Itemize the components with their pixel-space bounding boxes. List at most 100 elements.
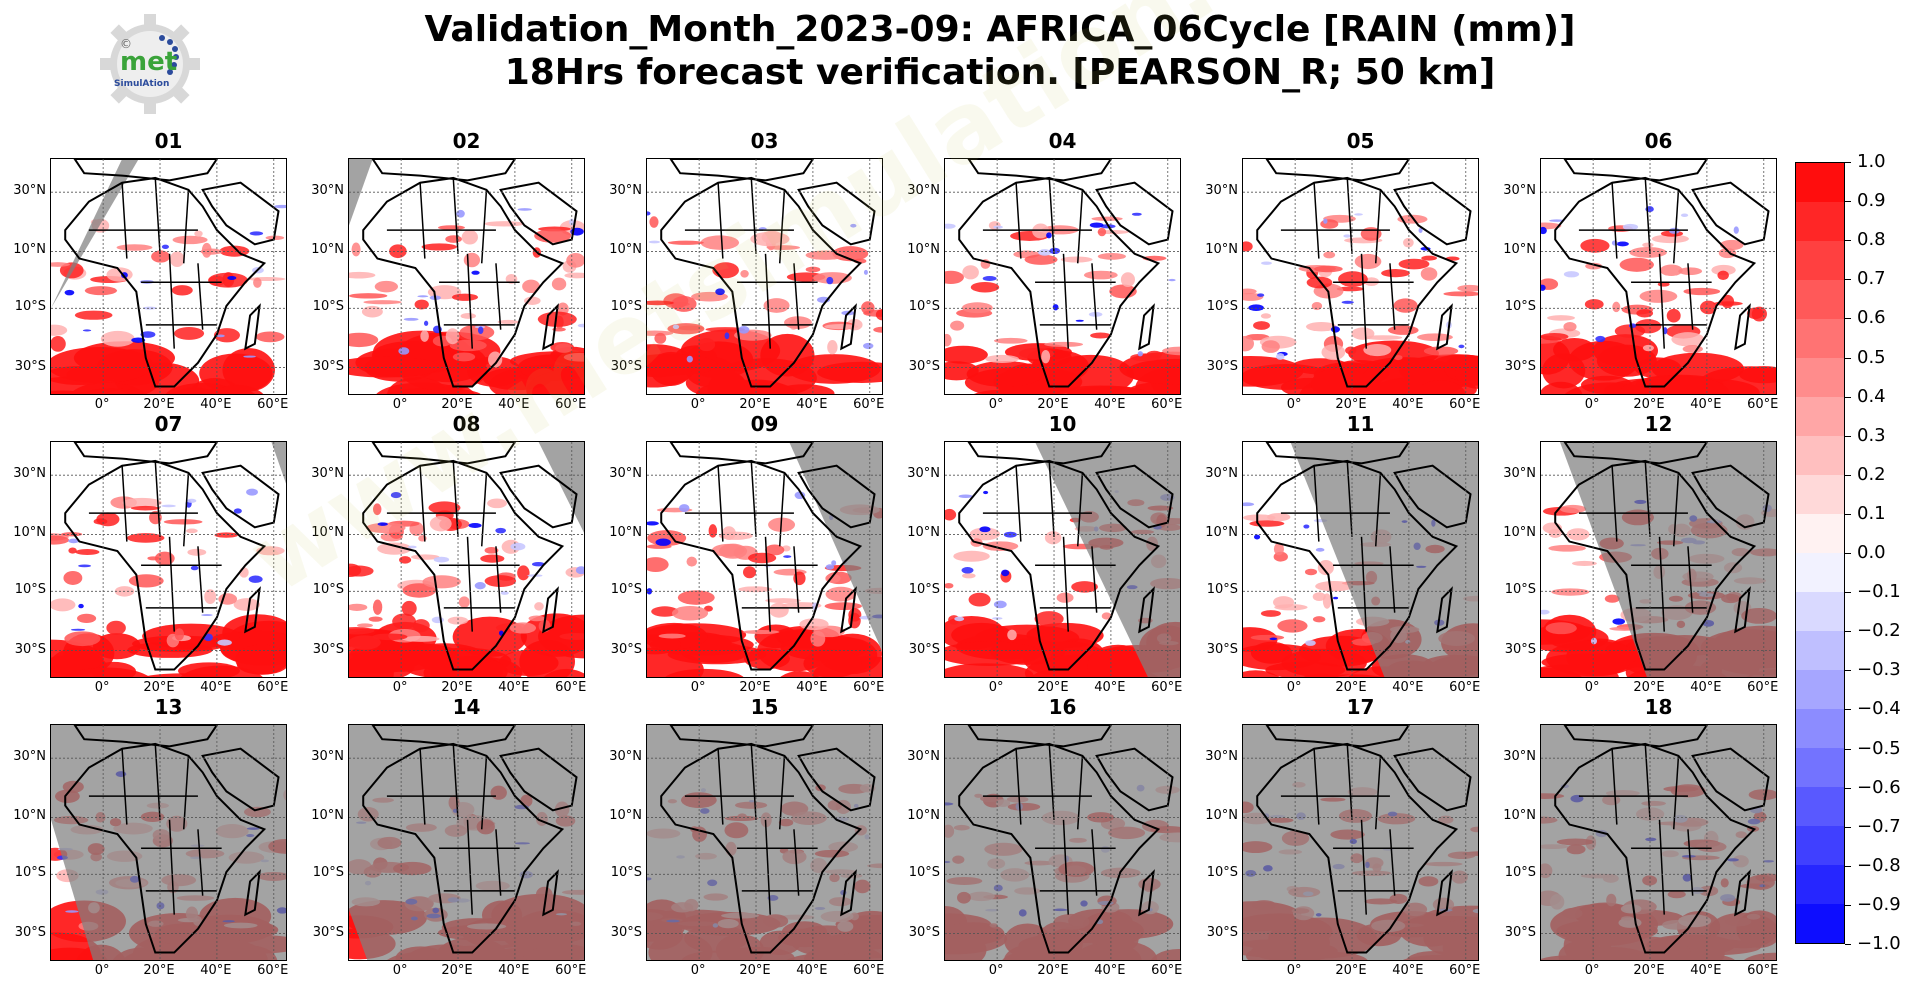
- correlation-patch: [1277, 619, 1308, 633]
- correlation-patch: [1243, 670, 1280, 677]
- correlation-patch: [1097, 252, 1127, 260]
- correlation-patch: [1403, 237, 1414, 248]
- colorbar-tick-mark: [1845, 201, 1851, 203]
- correlation-patch: [686, 355, 693, 363]
- longitude-tick-label: 40°E: [796, 963, 828, 978]
- longitude-tick-label: 20°E: [441, 680, 473, 695]
- correlation-patch: [1267, 512, 1291, 522]
- colorbar-tick-mark: [1845, 553, 1851, 554]
- latitude-tick-label: 10°N: [609, 525, 642, 541]
- arabia-coastline: [1393, 747, 1472, 812]
- correlation-patch: [78, 603, 84, 609]
- correlation-patch: [945, 663, 1034, 677]
- europe-coastline: [73, 725, 219, 748]
- latitude-tick-label: 10°S: [908, 582, 940, 598]
- colorbar-segment: [1796, 553, 1844, 593]
- arabia-coastline: [1095, 464, 1174, 529]
- correlation-patch: [566, 252, 584, 268]
- correlation-patch: [786, 354, 881, 384]
- correlation-patch: [246, 488, 258, 496]
- correlation-patch: [982, 276, 997, 282]
- country-border: [793, 829, 800, 896]
- country-border: [495, 546, 502, 613]
- correlation-patch: [988, 221, 1001, 230]
- africa-coastline: [660, 742, 863, 954]
- correlation-patch: [509, 622, 537, 634]
- europe-coastline: [967, 725, 1113, 748]
- map-canvas: [1541, 442, 1776, 677]
- colorbar-tick-mark: [1845, 826, 1851, 828]
- correlation-patch: [1243, 514, 1276, 522]
- country-border: [452, 177, 459, 254]
- madagascar-coastline: [1138, 869, 1155, 917]
- correlation-patch: [116, 244, 153, 251]
- colorbar-segment: [1796, 709, 1844, 749]
- forecast-map-panel: [646, 724, 883, 961]
- country-border: [1658, 253, 1665, 349]
- colorbar-tick-mark: [1845, 318, 1851, 320]
- country-border: [1091, 263, 1098, 330]
- correlation-patch: [667, 240, 704, 245]
- correlation-patch: [1317, 560, 1334, 576]
- correlation-patch: [950, 320, 965, 331]
- longitude-tick-label: 0°: [94, 963, 110, 978]
- correlation-patch: [827, 340, 838, 355]
- correlation-patch: [1091, 216, 1123, 221]
- colorbar-tick-label: −0.7: [1857, 815, 1901, 837]
- correlation-patch: [186, 528, 198, 534]
- correlation-patch: [51, 347, 154, 384]
- correlation-patch: [1275, 353, 1285, 360]
- correlation-patch: [765, 598, 801, 604]
- correlation-patch: [1311, 301, 1323, 311]
- forecast-map-panel: [1242, 724, 1479, 961]
- latitude-tick-label: 30°N: [907, 466, 940, 482]
- correlation-patch: [484, 575, 517, 587]
- correlation-patch: [665, 668, 744, 677]
- colorbar-tick-label: −1.0: [1857, 933, 1901, 954]
- correlation-patch: [1458, 344, 1465, 349]
- correlation-patch: [1273, 542, 1285, 556]
- correlation-patch: [738, 586, 773, 593]
- correlation-patch: [131, 337, 146, 343]
- correlation-patch: [803, 649, 862, 677]
- colorbar-tick-mark: [1845, 513, 1851, 515]
- correlation-patch: [372, 599, 383, 615]
- correlation-patch: [163, 519, 203, 525]
- correlation-patch: [65, 910, 79, 913]
- longitude-tick-label: 20°E: [441, 397, 473, 412]
- colorbar-tick-mark: [1845, 435, 1851, 437]
- correlation-patch: [531, 562, 545, 567]
- correlation-patch: [654, 332, 667, 344]
- correlation-patch: [1249, 520, 1285, 527]
- correlation-patch: [1250, 634, 1285, 641]
- latitude-tick-label: 30°N: [311, 183, 344, 199]
- forecast-map-panel: [50, 158, 287, 395]
- correlation-patch: [945, 333, 952, 347]
- correlation-patch: [848, 608, 862, 622]
- correlation-patch: [970, 281, 1000, 293]
- europe-coastline: [669, 442, 815, 465]
- latitude-tick-label: 10°S: [14, 582, 46, 598]
- correlation-patch: [1248, 304, 1264, 312]
- africa-coastline: [1256, 742, 1459, 954]
- correlation-patch: [449, 339, 487, 352]
- madagascar-coastline: [244, 303, 261, 351]
- correlation-patch: [377, 542, 412, 555]
- correlation-patch: [651, 606, 679, 617]
- correlation-patch: [1455, 356, 1478, 389]
- correlation-patch: [1642, 242, 1654, 248]
- latitude-tick-label: 10°S: [1206, 299, 1238, 315]
- correlation-patch: [1733, 226, 1739, 234]
- country-border: [717, 748, 724, 825]
- night-mask-overlay: [647, 725, 882, 960]
- colorbar-tick-mark: [1845, 357, 1851, 359]
- correlation-patch: [1075, 319, 1084, 322]
- latitude-tick-label: 30°N: [907, 183, 940, 199]
- country-border: [717, 182, 724, 259]
- correlation-patch: [445, 328, 460, 345]
- panel-title: 16: [1048, 695, 1077, 719]
- panel-title: 14: [452, 695, 481, 719]
- map-canvas: [349, 442, 584, 677]
- correlation-patch: [945, 508, 957, 521]
- country-border: [750, 743, 757, 820]
